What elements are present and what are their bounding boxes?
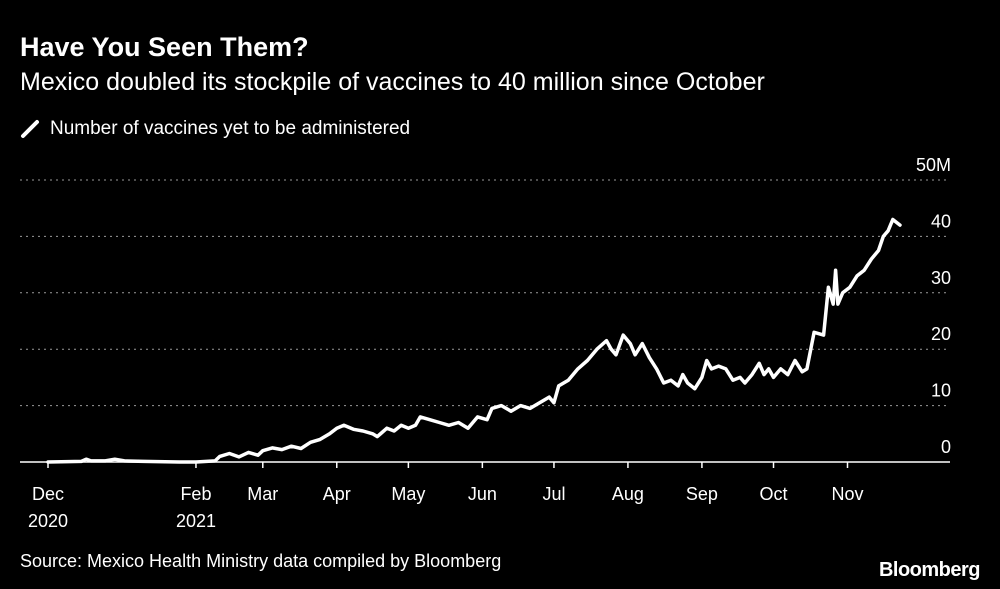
x-tick-label: Aug (612, 484, 644, 504)
x-tick-label: Apr (323, 484, 351, 504)
x-tick-label: Jul (542, 484, 565, 504)
x-tick-label: Feb (180, 484, 211, 504)
bloomberg-logo: Bloomberg (878, 559, 981, 581)
x-tick-label: Mar (247, 484, 278, 504)
y-tick-label: 30 (931, 268, 951, 288)
legend-line-icon (21, 120, 39, 138)
chart-subtitle: Mexico doubled its stockpile of vaccines… (20, 68, 765, 96)
x-tick-label: Nov (831, 484, 863, 504)
y-tick-label: 40 (931, 211, 951, 231)
series-line-vaccines (46, 217, 902, 464)
y-tick-label: 0 (941, 437, 951, 457)
x-tick-year-label: 2020 (28, 511, 68, 531)
y-tick-label: 10 (931, 381, 951, 401)
x-tick-label: May (391, 484, 425, 504)
x-tick-label: Dec (32, 484, 64, 504)
source-note: Source: Mexico Health Ministry data comp… (20, 551, 502, 571)
x-tick-label: Oct (760, 484, 788, 504)
legend-label: Number of vaccines yet to be administere… (50, 118, 411, 139)
chart-title: Have You Seen Them? (20, 32, 309, 62)
y-tick-label: 50M (916, 155, 951, 175)
legend: Number of vaccines yet to be administere… (20, 118, 410, 140)
x-tick-year-label: 2021 (176, 511, 216, 531)
y-tick-label: 20 (931, 324, 951, 344)
x-tick-label: Sep (686, 484, 718, 504)
x-tick-label: Jun (468, 484, 497, 504)
